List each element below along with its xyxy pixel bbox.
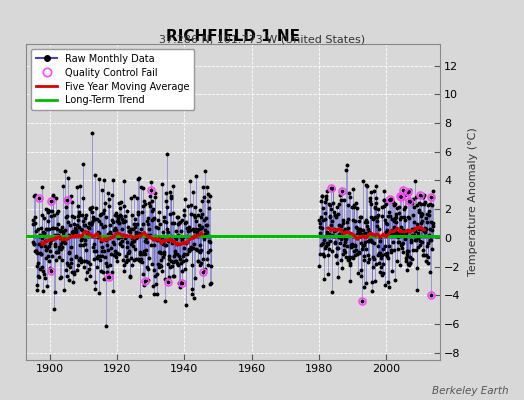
Y-axis label: Temperature Anomaly (°C): Temperature Anomaly (°C) [468,128,478,276]
Legend: Raw Monthly Data, Quality Control Fail, Five Year Moving Average, Long-Term Tren: Raw Monthly Data, Quality Control Fail, … [31,49,194,110]
Text: Berkeley Earth: Berkeley Earth [432,386,508,396]
Title: RICHFIELD 1 NE: RICHFIELD 1 NE [166,29,300,44]
Text: 37.286 N, 101.773 W (United States): 37.286 N, 101.773 W (United States) [159,34,365,44]
